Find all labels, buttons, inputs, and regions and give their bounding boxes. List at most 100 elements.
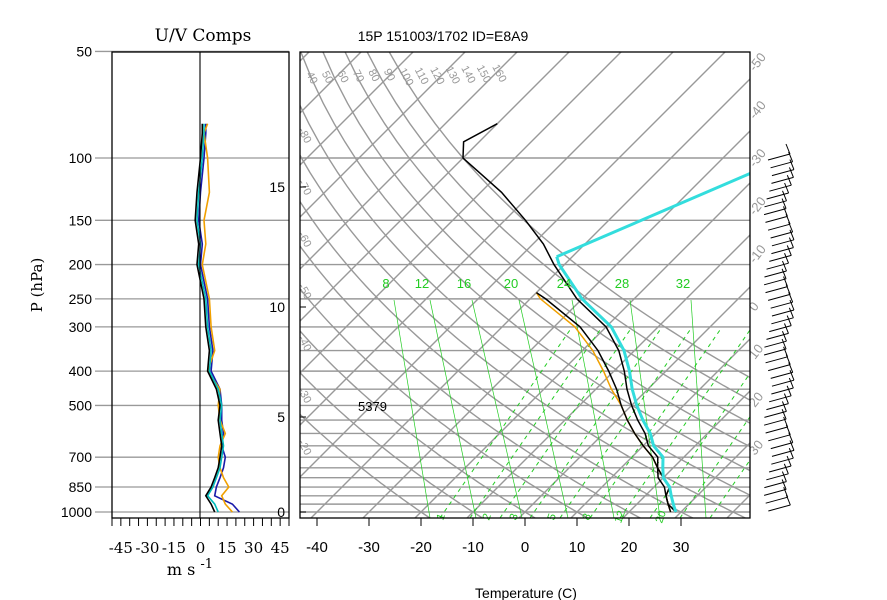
mixing-label: 28	[615, 276, 629, 291]
wind-barb	[766, 473, 789, 481]
mixing-line	[690, 299, 707, 518]
uv-x-axis-title: m s -1	[167, 557, 213, 579]
wind-barb-feather	[789, 229, 795, 240]
pressure-label: 1000	[61, 504, 92, 520]
wind-barb-feather	[788, 362, 794, 373]
wind-barb-feather	[785, 143, 791, 155]
mixing-label: 16	[457, 276, 471, 291]
temperature-tick-label: -20	[410, 539, 432, 556]
mixing-label: 8	[382, 276, 389, 291]
skewt-series-line	[535, 292, 672, 513]
mixing-bottom-label: 8	[580, 512, 593, 522]
wind-barb	[766, 192, 789, 200]
isotherm-line	[300, 52, 726, 478]
adiabat-label: 120	[427, 65, 446, 87]
mixing-bottom-label: 2	[480, 512, 493, 522]
isotherm-line	[300, 52, 414, 166]
pressure-axis-labels: 1000 850 700 500 400 300 250 200 150 100 50	[61, 43, 92, 520]
moist-adiabat-line	[589, 329, 721, 518]
wind-barb-feather	[781, 401, 787, 412]
dry-adiabat-line	[344, 52, 750, 424]
wind-barb	[764, 410, 787, 418]
wind-barb	[770, 231, 793, 239]
height-label: 10	[269, 299, 285, 315]
height-label: 5	[277, 409, 285, 425]
wind-barb-feather	[786, 315, 792, 326]
wind-barb-feather	[786, 385, 792, 396]
skewt-series	[462, 123, 750, 513]
moist-adiabat-line	[439, 329, 571, 518]
skewt-series-line	[535, 291, 672, 513]
uv-series	[194, 123, 240, 513]
pressure-label: 300	[69, 319, 93, 335]
uv-title: U/V Comps	[155, 26, 252, 46]
wind-barb-feather	[784, 182, 790, 194]
wind-barb	[769, 325, 792, 333]
temperature-tick-label: -30	[358, 539, 380, 556]
temperature-tick-label: 30	[673, 539, 690, 556]
wind-barb	[764, 270, 787, 278]
moist-adiabat-line	[679, 415, 750, 518]
left-edge-label: -20	[295, 438, 313, 458]
wind-barb-feather	[782, 190, 787, 201]
wind-barb-feather	[788, 167, 794, 178]
wind-barb-feather	[781, 409, 787, 420]
wind-barb-feather	[786, 175, 792, 186]
uv-tick-label: 15	[218, 539, 237, 557]
wind-barb-feather	[788, 432, 794, 443]
isotherm-label: 10	[746, 341, 767, 362]
dry-adiabat-line	[300, 329, 537, 518]
wind-barb	[771, 387, 794, 395]
pressure-label: 250	[69, 291, 93, 307]
isotherm-line	[300, 52, 310, 62]
uv-x-ticks: -45 -30 -15 0 15 30 45	[109, 518, 290, 557]
uv-tick-label: -45	[109, 539, 133, 557]
mixing-label: 24	[557, 276, 571, 291]
wind-barb-feather	[786, 455, 792, 467]
isotherm-line	[300, 52, 622, 374]
wind-barb	[769, 395, 792, 403]
wind-barb-feather	[781, 479, 787, 490]
uv-tick-label: 45	[271, 539, 290, 557]
isotherm-line	[466, 234, 750, 518]
wind-barb-feather	[788, 221, 794, 233]
left-edge-label: -80	[295, 126, 313, 146]
mixing-line	[393, 299, 431, 518]
wind-barb	[770, 442, 793, 450]
adiabat-label: 150	[474, 63, 493, 85]
moist-adiabat-line	[529, 329, 661, 518]
wind-barb	[766, 403, 789, 411]
wind-barb	[770, 371, 793, 379]
wind-barb	[767, 153, 791, 161]
wind-barb	[763, 208, 787, 216]
skewt-title: 15P 151003/1702 ID=E8A9	[358, 28, 529, 44]
pressure-label: 500	[69, 397, 93, 413]
wind-barb-feather	[784, 323, 789, 334]
mixing-label: 12	[415, 276, 429, 291]
wind-barb-feather	[785, 354, 791, 365]
mixing-line	[471, 299, 523, 518]
isotherm-line	[770, 17, 887, 527]
dry-adiabat-line	[366, 52, 750, 401]
isotherm-label: -10	[746, 242, 769, 266]
temperature-tick-label: -40	[306, 539, 328, 556]
mixing-bottom-label: 3	[507, 512, 520, 522]
isotherm-line	[518, 286, 750, 518]
isotherm-line	[622, 390, 750, 518]
adiabat-label: 140	[458, 64, 477, 86]
annotation-5379: 5379	[358, 399, 387, 414]
pressure-label: 850	[69, 479, 93, 495]
isotherm-line	[310, 78, 750, 518]
mixing-bottom-label: 1	[434, 512, 447, 522]
wind-barb	[768, 364, 791, 372]
adiabat-label: 130	[443, 64, 462, 86]
wind-barb-feather	[788, 151, 794, 162]
adiabat-label: 160	[489, 63, 508, 85]
wind-barb-feather	[785, 284, 791, 295]
moist-adiabat-line	[469, 329, 601, 518]
moist-adiabat-line	[649, 372, 750, 518]
dry-adiabat-line	[300, 244, 642, 518]
isotherm-label: 0	[746, 299, 762, 314]
wind-barb	[765, 286, 788, 294]
